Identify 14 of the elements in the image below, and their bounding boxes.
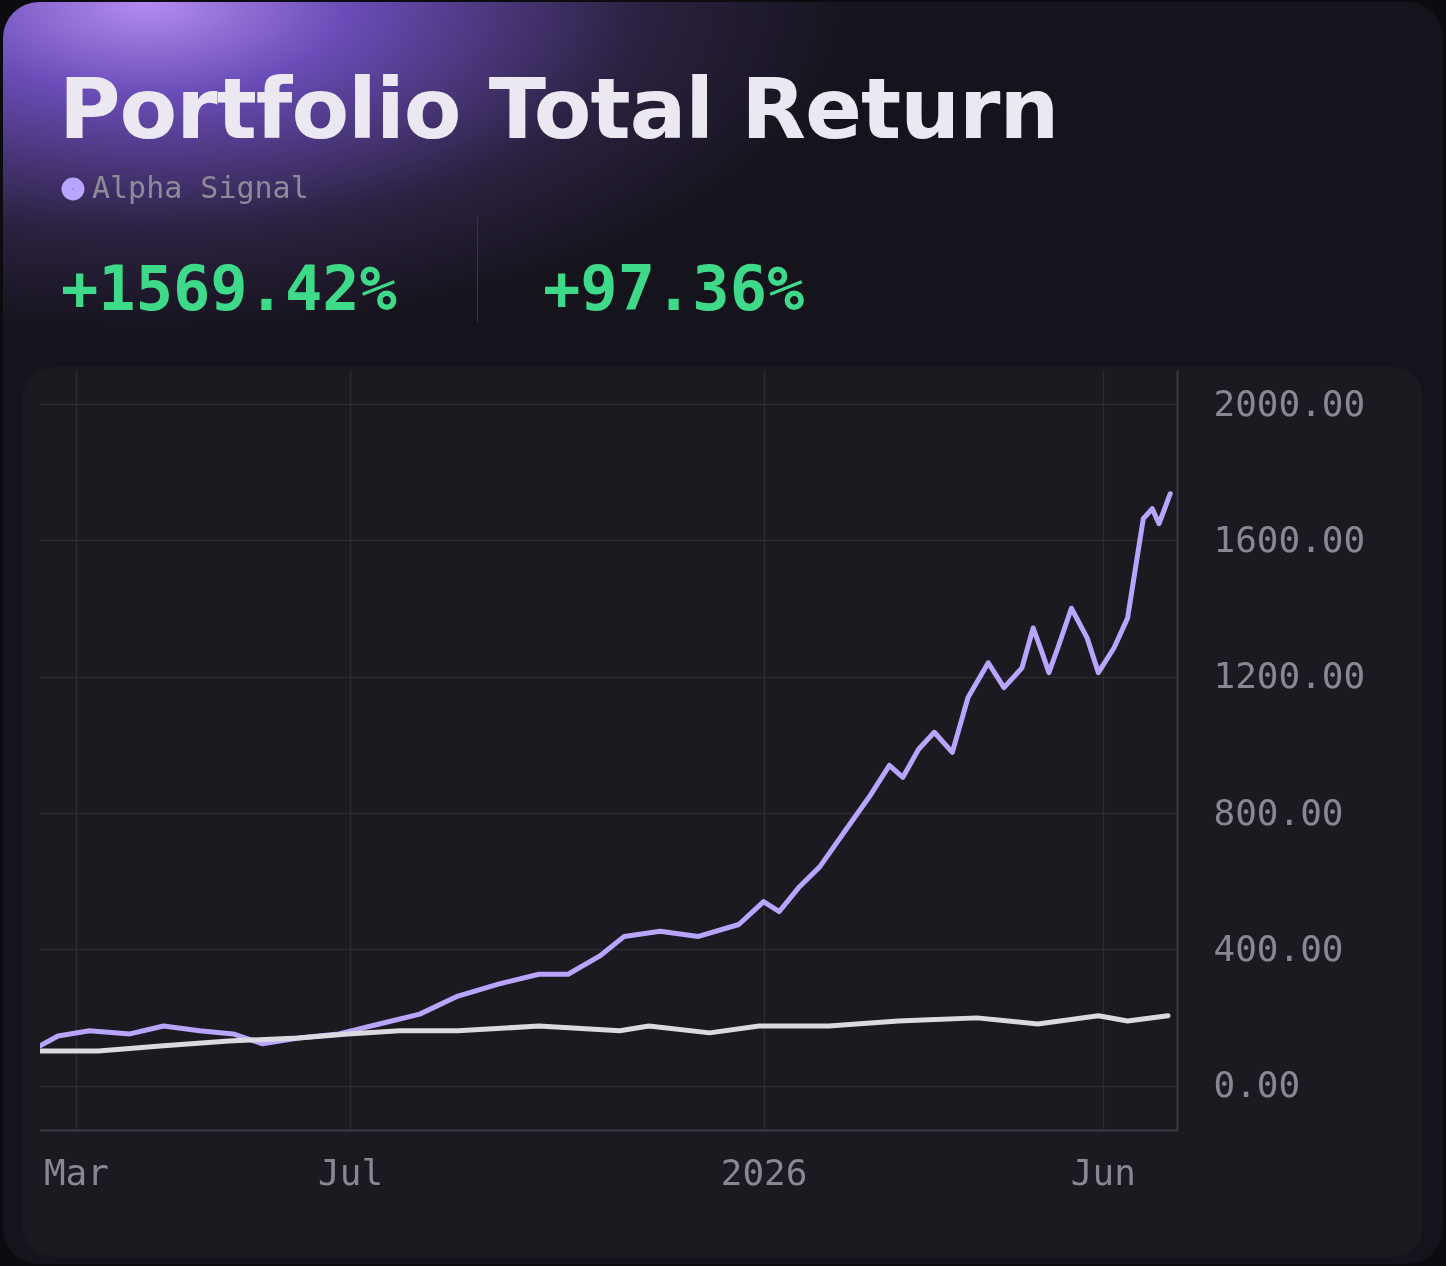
legend-label: Alpha Signal bbox=[92, 170, 309, 205]
y-tick-label: 2000.00 bbox=[1213, 382, 1366, 424]
y-tick-label: 800.00 bbox=[1213, 791, 1344, 833]
text: +97.36% bbox=[543, 252, 805, 325]
text: +1569.42% bbox=[61, 252, 397, 325]
x-tick-label: Mar bbox=[43, 1151, 109, 1193]
y-tick-label: 1600.00 bbox=[1213, 518, 1366, 560]
y-tick-label: 0.00 bbox=[1213, 1064, 1301, 1106]
x-tick-label: Jun bbox=[1070, 1151, 1136, 1193]
y-tick-label: 1200.00 bbox=[1213, 655, 1366, 697]
chart-title: Portfolio Total Return bbox=[59, 60, 1059, 158]
y-tick-label: 400.00 bbox=[1213, 927, 1344, 969]
x-tick-label: Jul bbox=[318, 1151, 384, 1193]
x-tick-label: 2026 bbox=[720, 1151, 808, 1193]
